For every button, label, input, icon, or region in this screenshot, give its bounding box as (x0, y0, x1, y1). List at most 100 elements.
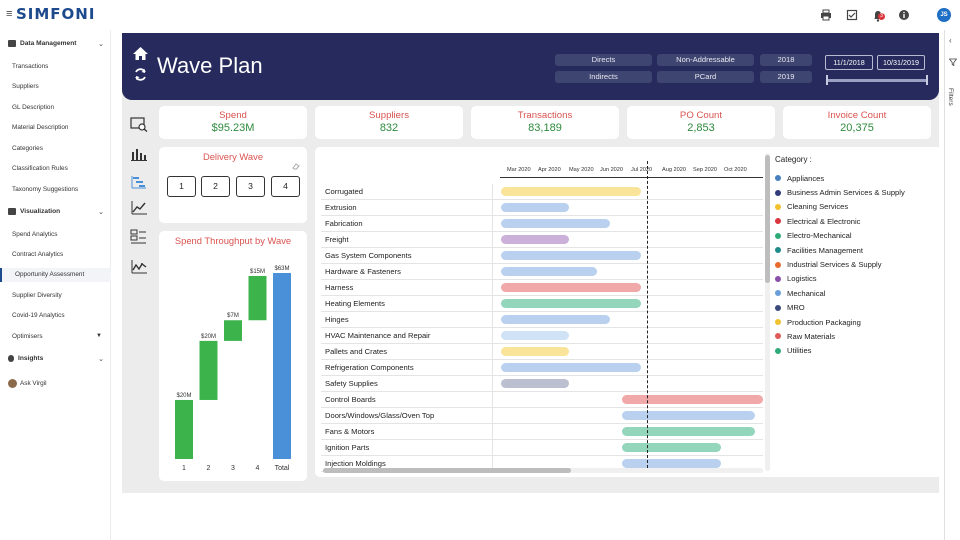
chevron-left-icon[interactable]: ‹ (949, 36, 952, 45)
list-report-icon[interactable] (130, 229, 148, 245)
sidebar-item-optimisers[interactable]: Optimisers ▼ (12, 333, 102, 340)
sidebar-item-material-description[interactable]: Material Description (12, 124, 69, 131)
filter-pill-non-addressable[interactable]: Non-Addressable (657, 54, 754, 66)
gantt-row[interactable]: HVAC Maintenance and Repair (321, 328, 763, 344)
bar-chart-icon[interactable] (130, 146, 148, 162)
home-icon[interactable] (132, 46, 149, 61)
gantt-row[interactable]: Corrugated (321, 184, 763, 200)
gantt-row[interactable]: Safety Supplies (321, 376, 763, 392)
sidebar-item-suppliers[interactable]: Suppliers (12, 83, 39, 90)
gantt-bar[interactable] (501, 267, 598, 276)
legend-item[interactable]: Production Packaging (775, 315, 955, 329)
gantt-bar[interactable] (621, 395, 763, 404)
notifications-icon[interactable]: 3 (872, 9, 885, 22)
gantt-bar[interactable] (621, 443, 722, 452)
horizontal-scrollbar-thumb[interactable] (323, 468, 571, 473)
gantt-row[interactable]: Gas System Components (321, 248, 763, 264)
legend-item[interactable]: Appliances (775, 171, 955, 185)
legend-item[interactable]: Business Admin Services & Supply (775, 185, 955, 199)
sidebar-item-categories[interactable]: Categories (12, 145, 43, 152)
gantt-row[interactable]: Heating Elements (321, 296, 763, 312)
gantt-row[interactable]: Fans & Motors (321, 424, 763, 440)
vertical-scrollbar-thumb[interactable] (765, 155, 770, 283)
sidebar-item-ask-virgil[interactable]: Ask Virgil (8, 379, 47, 388)
chart-bar[interactable] (248, 275, 267, 321)
gantt-bar[interactable] (501, 187, 641, 196)
gantt-row[interactable]: Harness (321, 280, 763, 296)
legend-item[interactable]: Logistics (775, 272, 955, 286)
chart-bar[interactable] (273, 273, 291, 459)
legend-item[interactable]: Utilities (775, 344, 955, 358)
date-slider-start-handle[interactable] (826, 75, 828, 85)
sidebar-item-transactions[interactable]: Transactions (12, 63, 49, 70)
gantt-row[interactable]: Fabrication (321, 216, 763, 232)
trend-chart-icon[interactable] (130, 259, 148, 275)
sidebar-section-data-management[interactable]: Data Management ⌄ (8, 40, 104, 48)
filter-pill-year-2019[interactable]: 2019 (760, 71, 812, 83)
gantt-row[interactable]: Pallets and Crates (321, 344, 763, 360)
user-avatar[interactable]: JS (937, 8, 951, 22)
gantt-row[interactable]: Hardware & Fasteners (321, 264, 763, 280)
filter-pill-directs[interactable]: Directs (555, 54, 652, 66)
legend-item[interactable]: Cleaning Services (775, 200, 955, 214)
legend-item[interactable]: Electrical & Electronic (775, 214, 955, 228)
sidebar-item-opportunity-assessment[interactable]: Opportunity Assessment (0, 268, 111, 282)
date-to-field[interactable]: 10/31/2019 (877, 55, 925, 70)
gantt-bar[interactable] (621, 459, 722, 468)
gantt-row[interactable]: Refrigeration Components (321, 360, 763, 376)
filter-pill-indirects[interactable]: Indirects (555, 71, 652, 83)
legend-item[interactable]: Electro-Mechanical (775, 229, 955, 243)
sidebar-item-supplier-diversity[interactable]: Supplier Diversity (12, 292, 62, 299)
date-range-slider[interactable] (826, 79, 928, 82)
gantt-row[interactable]: Control Boards (321, 392, 763, 408)
legend-item[interactable]: Industrial Services & Supply (775, 257, 955, 271)
gantt-bar[interactable] (501, 219, 610, 228)
gantt-bar[interactable] (621, 427, 756, 436)
filter-pill-year-2018[interactable]: 2018 (760, 54, 812, 66)
wave-button-2[interactable]: 2 (201, 176, 230, 197)
gantt-bar[interactable] (501, 299, 641, 308)
legend-item[interactable]: Facilities Management (775, 243, 955, 257)
app-logo[interactable]: SIMFONI (16, 5, 96, 23)
legend-item[interactable]: MRO (775, 301, 955, 315)
sidebar-item-contract-analytics[interactable]: Contract Analytics (12, 251, 64, 258)
filter-pill-pcard[interactable]: PCard (657, 71, 754, 83)
gantt-bar[interactable] (501, 251, 641, 260)
gantt-row[interactable]: Doors/Windows/Glass/Oven Top (321, 408, 763, 424)
date-slider-end-handle[interactable] (926, 75, 928, 85)
chart-bar[interactable] (175, 399, 193, 459)
chart-bar[interactable] (224, 320, 242, 341)
vertical-scrollbar[interactable] (765, 153, 770, 471)
gantt-row[interactable]: Ignition Parts (321, 440, 763, 456)
chart-bar[interactable] (199, 340, 218, 400)
wave-button-4[interactable]: 4 (271, 176, 300, 197)
gantt-bar[interactable] (501, 379, 570, 388)
report-icon[interactable] (846, 9, 858, 21)
gantt-bar[interactable] (501, 235, 570, 244)
gantt-bar[interactable] (621, 411, 756, 420)
gantt-bar[interactable] (501, 347, 570, 356)
info-icon[interactable] (898, 9, 910, 21)
wave-button-3[interactable]: 3 (236, 176, 265, 197)
gantt-bar[interactable] (501, 203, 570, 212)
eraser-icon[interactable] (292, 163, 300, 170)
sidebar-item-gl-description[interactable]: GL Description (12, 104, 55, 111)
sidebar-section-visualization[interactable]: Visualization ⌄ (8, 208, 104, 216)
gantt-bar[interactable] (501, 315, 610, 324)
line-chart-icon[interactable] (130, 200, 148, 216)
data-view-icon[interactable] (130, 116, 148, 132)
sidebar-item-taxonomy-suggestions[interactable]: Taxonomy Suggestions (12, 186, 79, 193)
sidebar-item-spend-analytics[interactable]: Spend Analytics (12, 231, 58, 238)
gantt-row[interactable]: Extrusion (321, 200, 763, 216)
sidebar-item-covid-19-analytics[interactable]: Covid-19 Analytics (12, 312, 65, 319)
menu-icon[interactable]: ≡ (6, 8, 13, 20)
gantt-bar[interactable] (501, 331, 570, 340)
horizontal-scrollbar[interactable] (323, 468, 763, 473)
legend-item[interactable]: Mechanical (775, 286, 955, 300)
filters-label[interactable]: Filters (947, 88, 954, 106)
filters-panel[interactable]: ‹ Filters (944, 30, 960, 540)
sidebar-item-classification-rules[interactable]: Classification Rules (12, 165, 68, 172)
sidebar-section-insights[interactable]: Insights ⌄ (8, 355, 104, 363)
gantt-bar[interactable] (501, 283, 641, 292)
wave-button-1[interactable]: 1 (167, 176, 196, 197)
